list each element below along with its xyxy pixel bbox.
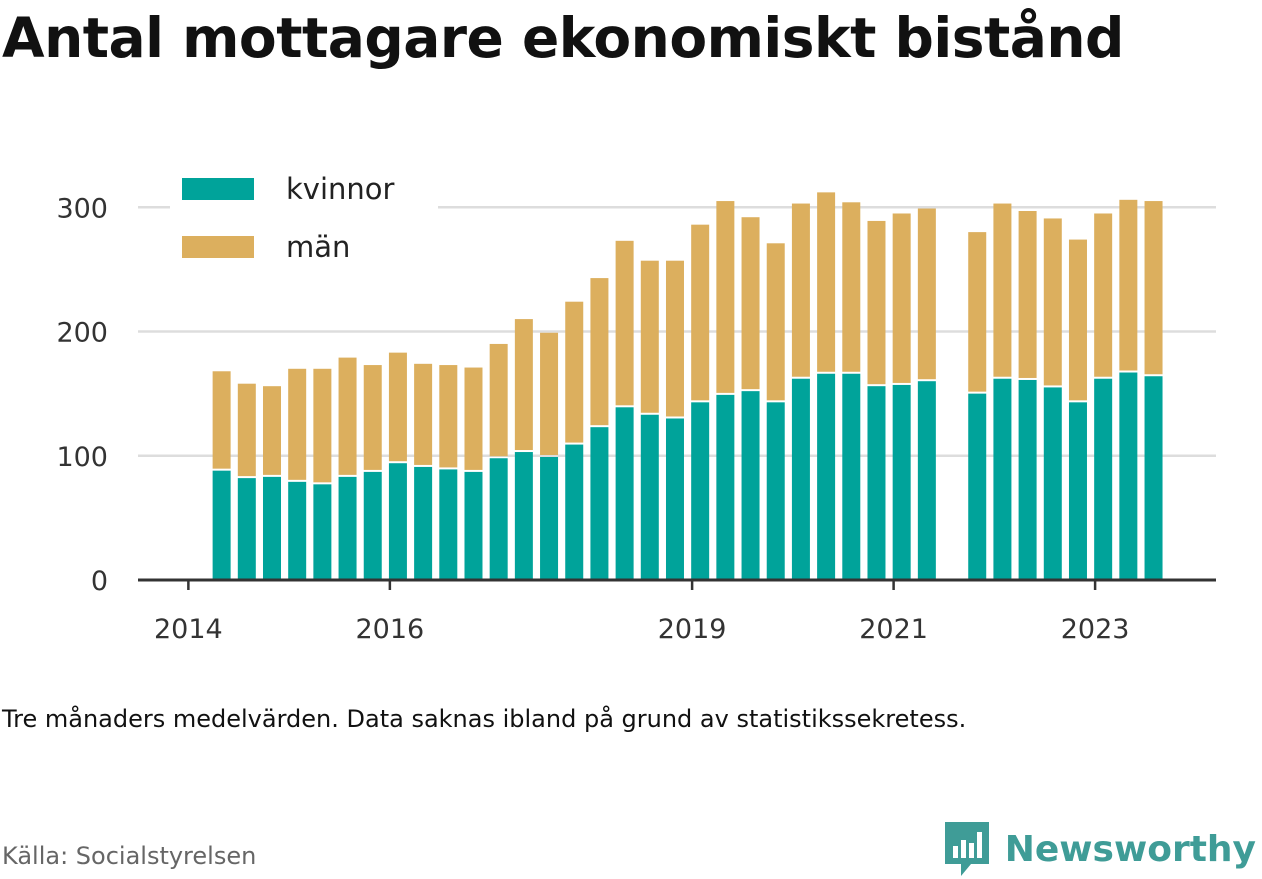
bar-man	[817, 192, 836, 372]
bar-man	[288, 368, 307, 480]
bar-kvinnor	[414, 466, 433, 580]
bar-kvinnor	[1094, 378, 1113, 580]
bar-man	[741, 217, 760, 390]
y-tick-label: 0	[91, 566, 108, 597]
bar-man	[917, 208, 936, 380]
bar-kvinnor	[791, 378, 810, 580]
bar-man	[993, 203, 1012, 377]
bar-kvinnor	[892, 384, 911, 580]
x-tick-label: 2014	[154, 614, 223, 645]
bar-kvinnor	[640, 414, 659, 580]
bar-kvinnor	[917, 381, 936, 580]
bar-man	[665, 260, 684, 417]
bar-kvinnor	[540, 457, 559, 580]
bar-man	[691, 224, 710, 401]
legend-label: män	[286, 230, 350, 264]
bar-kvinnor	[489, 458, 508, 580]
bar-kvinnor	[1068, 402, 1087, 580]
chart-note: Tre månaders medelvärden. Data saknas ib…	[2, 705, 967, 733]
bars	[212, 192, 1163, 580]
bar-kvinnor	[691, 402, 710, 580]
bar-kvinnor	[313, 484, 332, 580]
legend-label: kvinnor	[286, 172, 395, 206]
brand-name: Newsworthy	[1004, 828, 1256, 870]
bar-man	[1018, 211, 1037, 378]
bar-kvinnor	[615, 407, 634, 580]
bar-kvinnor	[363, 471, 382, 580]
bar-man	[842, 202, 861, 372]
y-tick-label: 100	[56, 442, 108, 473]
bar-kvinnor	[288, 481, 307, 580]
bar-kvinnor	[665, 418, 684, 580]
source-text: Källa: Socialstyrelsen	[2, 842, 257, 870]
bar-man	[640, 260, 659, 413]
bar-man	[1119, 199, 1138, 371]
bar-kvinnor	[968, 393, 987, 580]
legend: kvinnor män	[170, 168, 438, 272]
bar-man	[1144, 201, 1163, 375]
bar-man	[716, 201, 735, 393]
bar-kvinnor	[741, 391, 760, 580]
bar-kvinnor	[1043, 387, 1062, 580]
bar-man	[590, 278, 609, 426]
bar-kvinnor	[590, 427, 609, 580]
x-tick-label: 2021	[859, 614, 928, 645]
bar-man	[514, 319, 533, 451]
x-tick-label: 2019	[658, 614, 727, 645]
bar-kvinnor	[464, 471, 483, 580]
stacked-bar-chart: 0 100 200 300 2014 2016 2019 2021 2023 kvinnor mä…	[56, 168, 1216, 645]
newsworthy-logo-icon	[944, 822, 989, 876]
bar-kvinnor	[1018, 379, 1037, 580]
bar-man	[338, 357, 357, 475]
bar-man	[540, 332, 559, 455]
legend-swatch	[182, 236, 254, 258]
bar-kvinnor	[262, 476, 281, 580]
bar-man	[439, 365, 458, 468]
bar-man	[615, 240, 634, 406]
bar-man	[766, 243, 785, 401]
bar-man	[1068, 239, 1087, 401]
chart-title: Antal mottagare ekonomiskt bistånd	[2, 6, 1124, 70]
bar-kvinnor	[212, 470, 231, 580]
bar-kvinnor	[338, 476, 357, 580]
bar-man	[565, 301, 584, 443]
bar-man	[791, 203, 810, 377]
bar-kvinnor	[1144, 376, 1163, 580]
bar-man	[262, 386, 281, 475]
bar-man	[313, 368, 332, 483]
bar-kvinnor	[817, 373, 836, 580]
bar-kvinnor	[842, 373, 861, 580]
bar-man	[867, 220, 886, 385]
bar-kvinnor	[716, 394, 735, 580]
bar-kvinnor	[1119, 372, 1138, 580]
bar-kvinnor	[867, 386, 886, 580]
bar-man	[1094, 213, 1113, 377]
bar-kvinnor	[388, 463, 407, 580]
bar-man	[414, 363, 433, 465]
bar-man	[464, 367, 483, 470]
bar-kvinnor	[993, 378, 1012, 580]
bar-man	[1043, 218, 1062, 386]
legend-swatch	[182, 178, 254, 200]
bar-man	[237, 383, 256, 477]
x-tick-label: 2016	[356, 614, 425, 645]
axes: 0 100 200 300 2014 2016 2019 2021 2023	[56, 193, 1216, 645]
brand-logo[interactable]: Newsworthy	[943, 820, 1256, 878]
bar-man	[892, 213, 911, 383]
bar-man	[968, 232, 987, 392]
bar-kvinnor	[514, 452, 533, 580]
bar-man	[388, 352, 407, 462]
x-tick-label: 2023	[1061, 614, 1130, 645]
bar-kvinnor	[439, 469, 458, 580]
y-tick-label: 300	[56, 193, 108, 224]
bar-man	[489, 343, 508, 457]
bar-kvinnor	[766, 402, 785, 580]
bar-kvinnor	[565, 444, 584, 580]
y-tick-label: 200	[56, 318, 108, 349]
bar-man	[212, 371, 231, 469]
bar-kvinnor	[237, 478, 256, 580]
bar-man	[363, 365, 382, 470]
